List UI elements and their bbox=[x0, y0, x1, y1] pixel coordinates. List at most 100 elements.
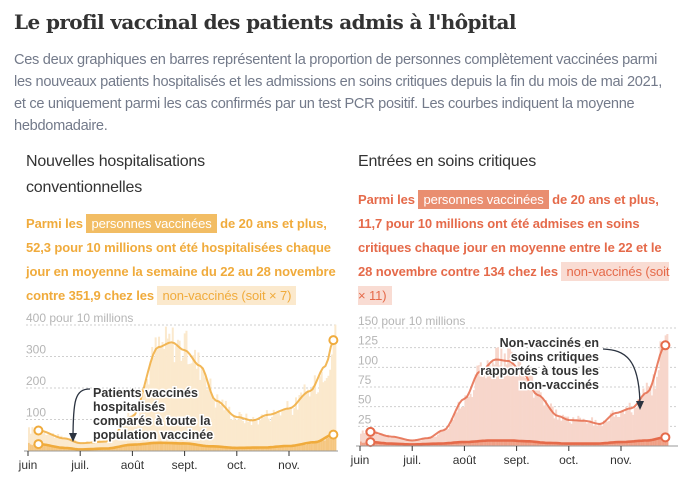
bar-vaccinated bbox=[228, 447, 231, 451]
bar-vaccinated bbox=[649, 440, 652, 446]
bar-vaccinated bbox=[594, 444, 597, 446]
bar-vaccinated bbox=[616, 442, 619, 446]
bar-vaccinated bbox=[252, 447, 255, 451]
bar-vaccinated bbox=[281, 446, 284, 451]
x-tick-label: sept. bbox=[504, 453, 530, 467]
bar-unvaccinated bbox=[383, 435, 386, 446]
bar-unvaccinated bbox=[67, 440, 70, 451]
bar-unvaccinated bbox=[43, 432, 46, 451]
bar-unvaccinated bbox=[573, 419, 576, 446]
bar-unvaccinated bbox=[53, 437, 56, 451]
bar-vaccinated bbox=[31, 445, 34, 451]
arrow-head-icon bbox=[636, 401, 644, 410]
bar-vaccinated bbox=[28, 442, 31, 451]
bar-vaccinated bbox=[205, 445, 209, 451]
bar-unvaccinated bbox=[373, 430, 376, 446]
bar-vaccinated bbox=[493, 439, 496, 446]
bar-unvaccinated bbox=[330, 354, 333, 451]
bar-unvaccinated bbox=[60, 435, 63, 451]
bar-vaccinated bbox=[555, 443, 558, 446]
bar-vaccinated bbox=[466, 442, 469, 446]
bar-vaccinated bbox=[620, 442, 623, 446]
bar-vaccinated bbox=[454, 442, 457, 446]
bar-vaccinated bbox=[541, 443, 544, 446]
bar-vaccinated bbox=[221, 446, 224, 451]
bar-vaccinated bbox=[113, 447, 116, 451]
bar-unvaccinated bbox=[625, 406, 628, 446]
bar-vaccinated bbox=[537, 441, 541, 446]
bar-unvaccinated bbox=[402, 439, 405, 446]
bar-vaccinated bbox=[51, 445, 54, 451]
bar-unvaccinated bbox=[120, 430, 123, 451]
bar-unvaccinated bbox=[207, 383, 210, 451]
bar-unvaccinated bbox=[650, 395, 653, 446]
bar-unvaccinated bbox=[510, 351, 513, 446]
bar-unvaccinated bbox=[632, 414, 635, 446]
chart-soins-critiques: 25 50 75 100 125 150 pour 10 millions juin juil… bbox=[350, 314, 678, 467]
bar-vaccinated bbox=[151, 442, 154, 451]
bar-vaccinated bbox=[303, 444, 306, 451]
bar-vaccinated bbox=[324, 440, 327, 451]
bar-vaccinated bbox=[332, 434, 335, 451]
bar-unvaccinated bbox=[661, 344, 664, 446]
bar-vaccinated bbox=[361, 442, 364, 446]
bar-unvaccinated bbox=[539, 392, 542, 446]
bar-vaccinated bbox=[380, 442, 383, 446]
bar-unvaccinated bbox=[652, 374, 655, 446]
bar-vaccinated bbox=[382, 443, 385, 446]
bar-unvaccinated bbox=[324, 380, 327, 451]
bar-unvaccinated bbox=[438, 431, 441, 446]
bar-vaccinated bbox=[520, 440, 523, 446]
bar-unvaccinated bbox=[135, 419, 138, 451]
bar-unvaccinated bbox=[226, 411, 229, 451]
bar-vaccinated bbox=[642, 440, 645, 446]
bar-vaccinated bbox=[264, 448, 267, 451]
bar-unvaccinated bbox=[503, 353, 506, 446]
bar-unvaccinated bbox=[182, 357, 185, 451]
bar-vaccinated bbox=[568, 444, 571, 446]
bar-unvaccinated bbox=[440, 430, 443, 446]
bar-unvaccinated bbox=[520, 367, 523, 446]
bar-unvaccinated bbox=[457, 401, 460, 446]
bar-vaccinated bbox=[498, 441, 501, 446]
bar-vaccinated bbox=[548, 442, 551, 446]
bar-vaccinated bbox=[457, 441, 460, 446]
bar-unvaccinated bbox=[541, 397, 544, 446]
bar-unvaccinated bbox=[443, 429, 446, 446]
bar-unvaccinated bbox=[163, 348, 166, 451]
desc-text: de 20 ans et plus, 11,7 pour 10 millions… bbox=[358, 192, 662, 279]
bar-unvaccinated bbox=[86, 441, 89, 451]
bar-vaccinated bbox=[294, 444, 298, 451]
bar-unvaccinated bbox=[537, 389, 541, 446]
bar-unvaccinated bbox=[389, 438, 392, 446]
annotation-line: rapportés à tous les bbox=[480, 364, 599, 378]
bar-vaccinated bbox=[459, 442, 462, 446]
bar-unvaccinated bbox=[214, 407, 217, 451]
panel-title-soins-critiques: Entrées en soins critiques bbox=[358, 153, 537, 170]
bar-unvaccinated bbox=[252, 416, 255, 451]
bar-unvaccinated bbox=[452, 419, 455, 446]
annotation-line: soins critiques bbox=[511, 350, 599, 364]
bar-unvaccinated bbox=[637, 399, 640, 446]
bar-unvaccinated bbox=[194, 349, 197, 451]
bar-vaccinated bbox=[527, 441, 530, 446]
bar-unvaccinated bbox=[657, 370, 660, 446]
bar-unvaccinated bbox=[464, 395, 467, 446]
bar-unvaccinated bbox=[555, 409, 558, 446]
bar-unvaccinated bbox=[276, 413, 279, 451]
bar-vaccinated bbox=[517, 440, 520, 446]
bar-unvaccinated bbox=[144, 385, 147, 451]
endpoint-marker bbox=[328, 335, 339, 346]
bar-unvaccinated bbox=[265, 410, 268, 451]
bar-unvaccinated bbox=[84, 443, 87, 451]
bar-unvaccinated bbox=[152, 357, 155, 451]
bar-vaccinated bbox=[98, 449, 101, 451]
bar-unvaccinated bbox=[195, 368, 198, 451]
bar-unvaccinated bbox=[565, 416, 568, 446]
bar-unvaccinated bbox=[94, 443, 97, 451]
bar-unvaccinated bbox=[486, 360, 489, 446]
bar-unvaccinated bbox=[223, 410, 226, 451]
bar-unvaccinated bbox=[212, 399, 215, 451]
bar-unvaccinated bbox=[55, 436, 58, 451]
endpoint-marker bbox=[365, 426, 376, 437]
